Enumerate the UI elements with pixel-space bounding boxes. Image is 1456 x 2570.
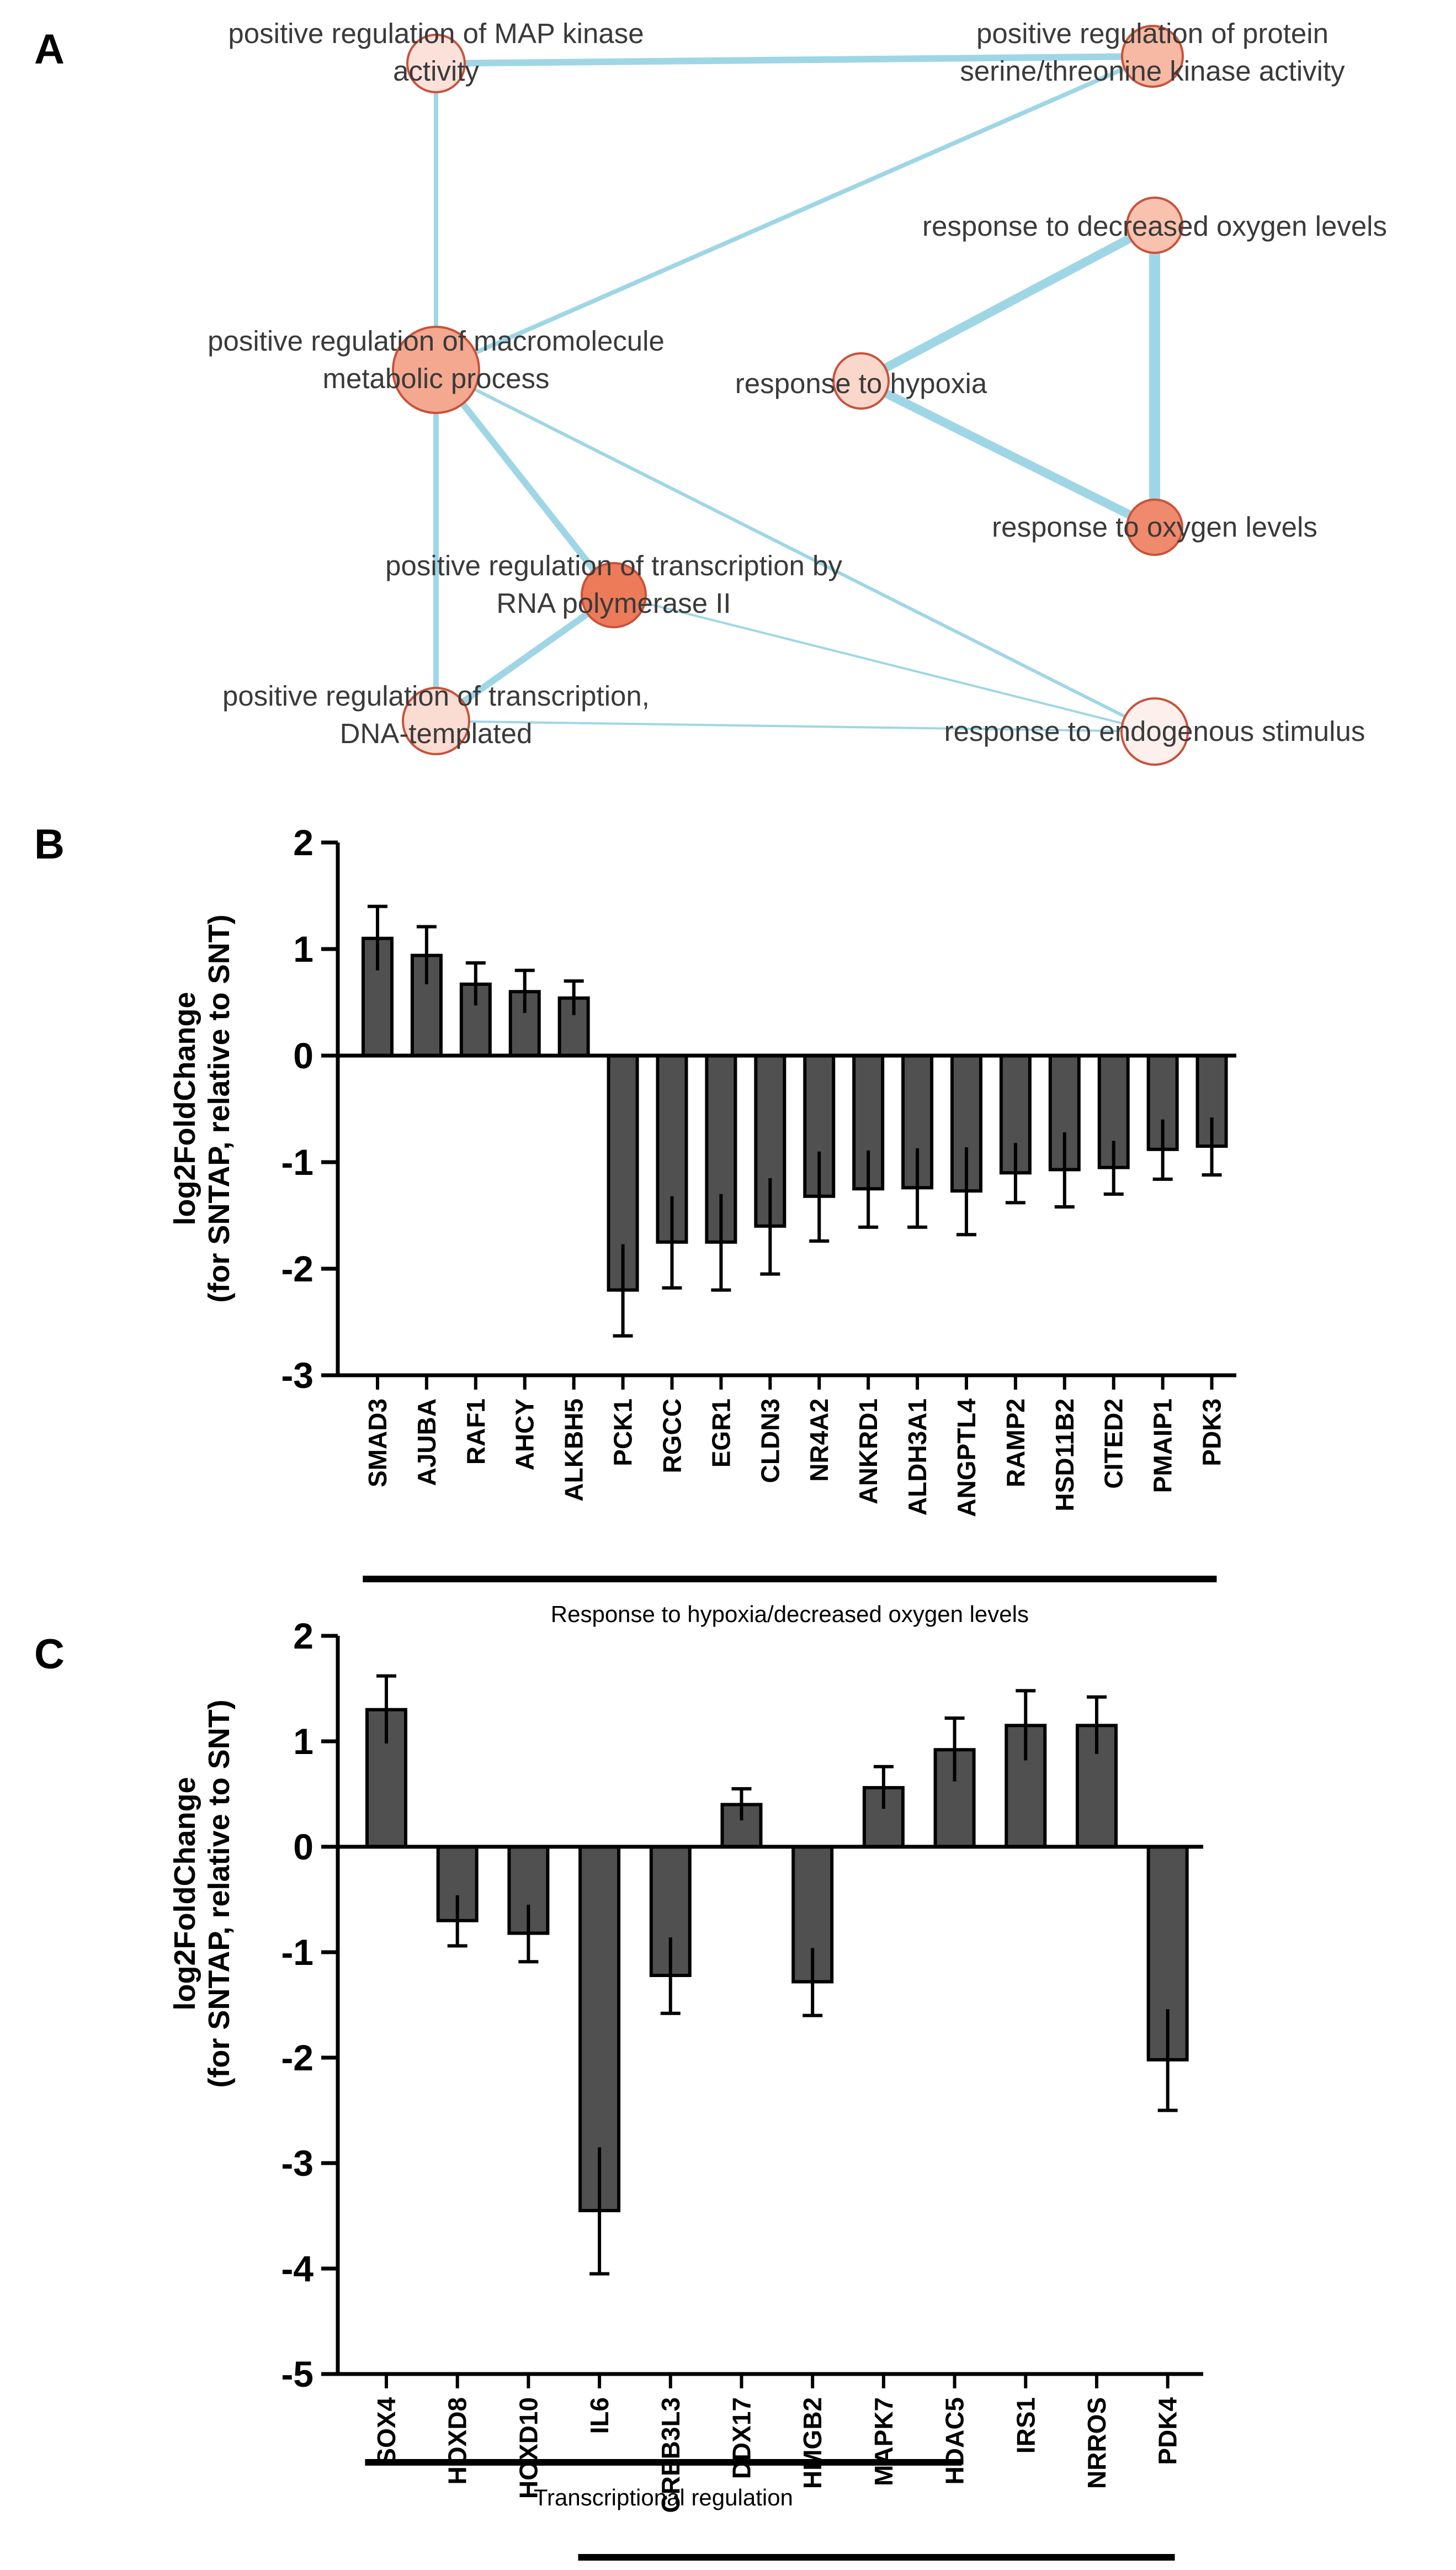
- panel-c-letter: C: [34, 1631, 65, 1678]
- x-tick-label-CITED2: CITED2: [1099, 1398, 1128, 1489]
- x-tick-label-HOXD8: HOXD8: [443, 2397, 472, 2484]
- bar-chart-c: log2FoldChange (for SNTAP, relative to SN…: [168, 1615, 1203, 2561]
- y-tick-label: 1: [293, 1721, 313, 1762]
- x-tick-label-HDAC5: HDAC5: [940, 2397, 969, 2484]
- node-hypoxia: [832, 352, 890, 410]
- x-tick-label-RGCC: RGCC: [657, 1398, 686, 1473]
- y-tick-label: -2: [281, 2037, 313, 2078]
- x-tick-label-PDK4: PDK4: [1154, 2397, 1182, 2465]
- x-tick-label-SOX4: SOX4: [372, 2397, 401, 2465]
- y-tick-label: 2: [293, 1615, 313, 1656]
- node-label-endogenous-1: response to endogenous stimulus: [944, 716, 1365, 747]
- x-tick-label-HMGB2: HMGB2: [798, 2397, 827, 2489]
- x-tick-label-CREB3L3: CREB3L3: [656, 2397, 685, 2513]
- node-label-macromolecule-2: metabolic process: [322, 363, 549, 394]
- node-decreased_oxygen: [1126, 197, 1183, 254]
- x-tick-label-NR4A2: NR4A2: [805, 1398, 833, 1482]
- x-tick-label-RAF1: RAF1: [461, 1398, 490, 1465]
- edge-hypoxia-oxygen_levels: [857, 377, 1159, 532]
- bar-chart-b: log2FoldChange (for SNTAP, relative to SN…: [168, 822, 1236, 1627]
- node-label-decreased_oxygen-1: response to decreased oxygen levels: [922, 210, 1387, 242]
- edge-hypoxia-decreased_oxygen: [857, 221, 1159, 385]
- x-tick-label-EGR1: EGR1: [706, 1398, 735, 1467]
- x-tick-label-MAPK7: MAPK7: [869, 2397, 898, 2486]
- x-tick-label-AJUBA: AJUBA: [412, 1398, 441, 1486]
- y-tick-label: -3: [281, 2143, 313, 2184]
- y-tick-label: -3: [281, 1355, 313, 1396]
- edge-transcription_dna-endogenous: [435, 720, 1156, 733]
- y-axis-label-line-1: log2FoldChange: [168, 992, 201, 1226]
- panel-b-letter: B: [34, 821, 65, 868]
- x-tick-label-DDX17: DDX17: [727, 2397, 756, 2479]
- node-label-transcription_pol2-2: RNA polymerase II: [496, 587, 731, 619]
- group-label-1: Transcriptional regulation: [534, 2484, 793, 2510]
- node-label-protein_kinase-2: serine/threonine kinase activity: [960, 55, 1345, 87]
- node-label-protein_kinase-1: positive regulation of protein: [976, 18, 1329, 49]
- x-tick-label-ALDH3A1: ALDH3A1: [903, 1398, 932, 1515]
- x-tick-label-SMAD3: SMAD3: [363, 1398, 392, 1487]
- y-tick-label: -1: [281, 1932, 313, 1973]
- node-endogenous: [1120, 697, 1189, 766]
- edge-macromolecule-endogenous: [434, 368, 1156, 733]
- node-label-transcription_pol2-1: positive regulation of transcription by: [385, 550, 842, 581]
- node-label-macromolecule-1: positive regulation of macromolecule: [208, 325, 665, 357]
- edge-protein_kinase-macromolecule: [434, 54, 1155, 372]
- x-tick-label-ALKBH5: ALKBH5: [560, 1398, 588, 1502]
- x-tick-label-HSD11B2: HSD11B2: [1050, 1398, 1079, 1512]
- node-label-transcription_dna-1: positive regulation of transcription,: [222, 680, 650, 712]
- y-tick-label: 0: [293, 1826, 313, 1867]
- node-label-hypoxia-1: response to hypoxia: [735, 368, 987, 399]
- node-macromolecule: [392, 326, 480, 414]
- node-label-map_kinase-2: activity: [393, 55, 479, 87]
- y-tick-label: -2: [281, 1248, 313, 1289]
- y-tick-label: 1: [293, 929, 313, 969]
- edge-transcription_pol2-endogenous: [613, 594, 1156, 733]
- node-oxygen_levels: [1126, 499, 1183, 556]
- network-labels: positive regulation of MAP kinase activit…: [208, 18, 1387, 749]
- x-tick-label-NRROS: NRROS: [1082, 2397, 1111, 2489]
- x-tick-label-IL6: IL6: [585, 2397, 614, 2434]
- x-tick-label-PCK1: PCK1: [609, 1398, 637, 1466]
- panel-a-letter: A: [34, 26, 65, 73]
- x-tick-label-HOXD10: HOXD10: [514, 2397, 543, 2499]
- edge-transcription_pol2-transcription_dna: [433, 592, 617, 724]
- network-nodes: [392, 25, 1189, 766]
- node-transcription_dna: [402, 687, 470, 755]
- y-tick-label: 2: [293, 822, 313, 863]
- node-protein_kinase: [1121, 25, 1184, 88]
- node-label-oxygen_levels-1: response to oxygen levels: [992, 511, 1317, 543]
- x-tick-label-ANKRD1: ANKRD1: [854, 1398, 883, 1504]
- x-tick-label-PMAIP1: PMAIP1: [1149, 1398, 1177, 1493]
- network-edges: [433, 53, 1160, 733]
- y-axis-label-line-2: (for SNTAP, relative to SNT): [203, 914, 236, 1302]
- y-tick-label: -4: [281, 2248, 313, 2289]
- edge-macromolecule-transcription_pol2: [433, 367, 617, 598]
- x-tick-label-PDK3: PDK3: [1198, 1398, 1226, 1466]
- y-axis-label-line-1: log2FoldChange: [168, 1777, 201, 2011]
- x-tick-label-AHCY: AHCY: [511, 1398, 539, 1470]
- y-tick-label: -5: [281, 2354, 313, 2394]
- node-transcription_pol2: [581, 562, 647, 628]
- edge-map_kinase-protein_kinase: [433, 53, 1156, 67]
- x-tick-label-IRS1: IRS1: [1011, 2397, 1040, 2454]
- node-label-map_kinase-1: positive regulation of MAP kinase: [228, 18, 644, 49]
- node-map_kinase: [406, 34, 466, 93]
- x-tick-label-RAMP2: RAMP2: [1001, 1398, 1030, 1487]
- y-tick-label: -1: [281, 1142, 313, 1183]
- group-label-1: Response to hypoxia/decreased oxygen lev…: [551, 1601, 1029, 1627]
- x-tick-label-CLDN3: CLDN3: [756, 1398, 784, 1483]
- node-label-transcription_dna-2: DNA-templated: [340, 718, 533, 749]
- y-tick-label: 0: [293, 1035, 313, 1076]
- y-axis-label-line-2: (for SNTAP, relative to SNT): [203, 1699, 236, 2087]
- x-tick-label-ANGPTL4: ANGPTL4: [952, 1398, 981, 1517]
- network-graph: positive regulation of MAP kinase activit…: [208, 18, 1387, 766]
